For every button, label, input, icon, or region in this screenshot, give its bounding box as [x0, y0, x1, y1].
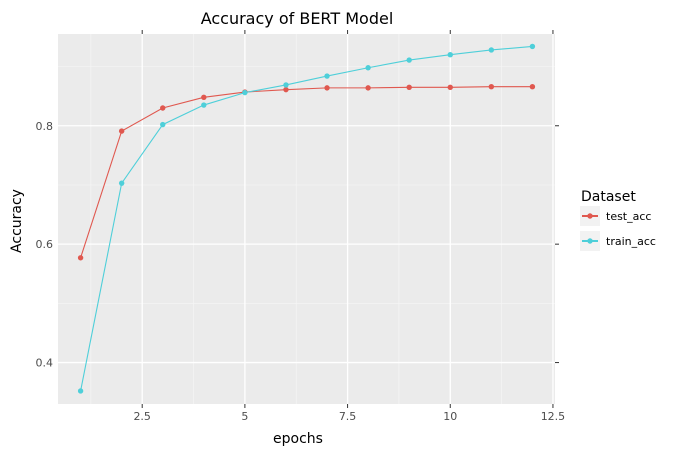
- data-point-test-acc: [406, 84, 412, 90]
- legend-swatch-point-train-acc: [587, 238, 593, 244]
- data-point-test-acc: [283, 86, 289, 93]
- data-point-train-acc: [201, 102, 207, 108]
- series-line-test-acc: [80, 86, 533, 258]
- data-point-test-acc: [529, 83, 536, 90]
- x-tick-label: 12.5: [541, 410, 566, 423]
- legend-label-train-acc: train_acc: [606, 235, 656, 248]
- legend-swatch-point-test-acc: [587, 213, 593, 219]
- x-tick-label: 2.5: [133, 410, 151, 423]
- legend: Dataset test_acc train_acc: [580, 189, 656, 251]
- data-point-train-acc: [77, 388, 84, 394]
- legend-label-test-acc: test_acc: [606, 210, 651, 223]
- data-point-test-acc: [77, 255, 84, 261]
- data-point-test-acc: [118, 128, 125, 134]
- chart-title: Accuracy of BERT Model: [201, 9, 394, 28]
- legend-title: Dataset: [581, 189, 636, 205]
- x-tick-label: 10: [443, 410, 457, 423]
- data-point-test-acc: [160, 105, 166, 111]
- data-point-test-acc: [324, 85, 330, 91]
- data-point-train-acc: [447, 52, 453, 58]
- data-point-train-acc: [160, 121, 166, 128]
- data-point-test-acc: [365, 85, 371, 91]
- data-point-test-acc: [201, 94, 207, 101]
- major-gridlines: [58, 34, 555, 404]
- x-axis-ticks: 2.5 5 7.5 10 12.5: [133, 30, 565, 423]
- y-axis-title: Accuracy: [9, 189, 25, 253]
- series-line-train-acc: [80, 45, 533, 392]
- data-point-train-acc: [488, 47, 495, 53]
- data-point-train-acc: [242, 89, 248, 96]
- data-point-train-acc: [529, 43, 536, 50]
- x-axis-title: epochs: [273, 431, 323, 447]
- y-tick-label: 0.4: [36, 357, 54, 370]
- data-point-train-acc: [365, 65, 371, 71]
- x-tick-label: 5: [241, 410, 248, 423]
- y-tick-label: 0.8: [36, 120, 54, 133]
- x-tick-label: 7.5: [339, 410, 357, 423]
- data-point-train-acc: [406, 57, 412, 63]
- series-layer: [77, 43, 536, 394]
- legend-items: test_acc train_acc: [580, 206, 656, 251]
- data-point-test-acc: [447, 84, 453, 90]
- data-point-train-acc: [324, 73, 330, 79]
- data-point-test-acc: [488, 83, 495, 90]
- y-axis-ticks: 0.4 0.6 0.8: [36, 120, 559, 370]
- data-point-train-acc: [283, 82, 289, 88]
- plot-panel: [58, 34, 555, 404]
- minor-gridlines: [58, 34, 555, 404]
- y-tick-label: 0.6: [36, 238, 54, 251]
- data-point-train-acc: [118, 180, 125, 186]
